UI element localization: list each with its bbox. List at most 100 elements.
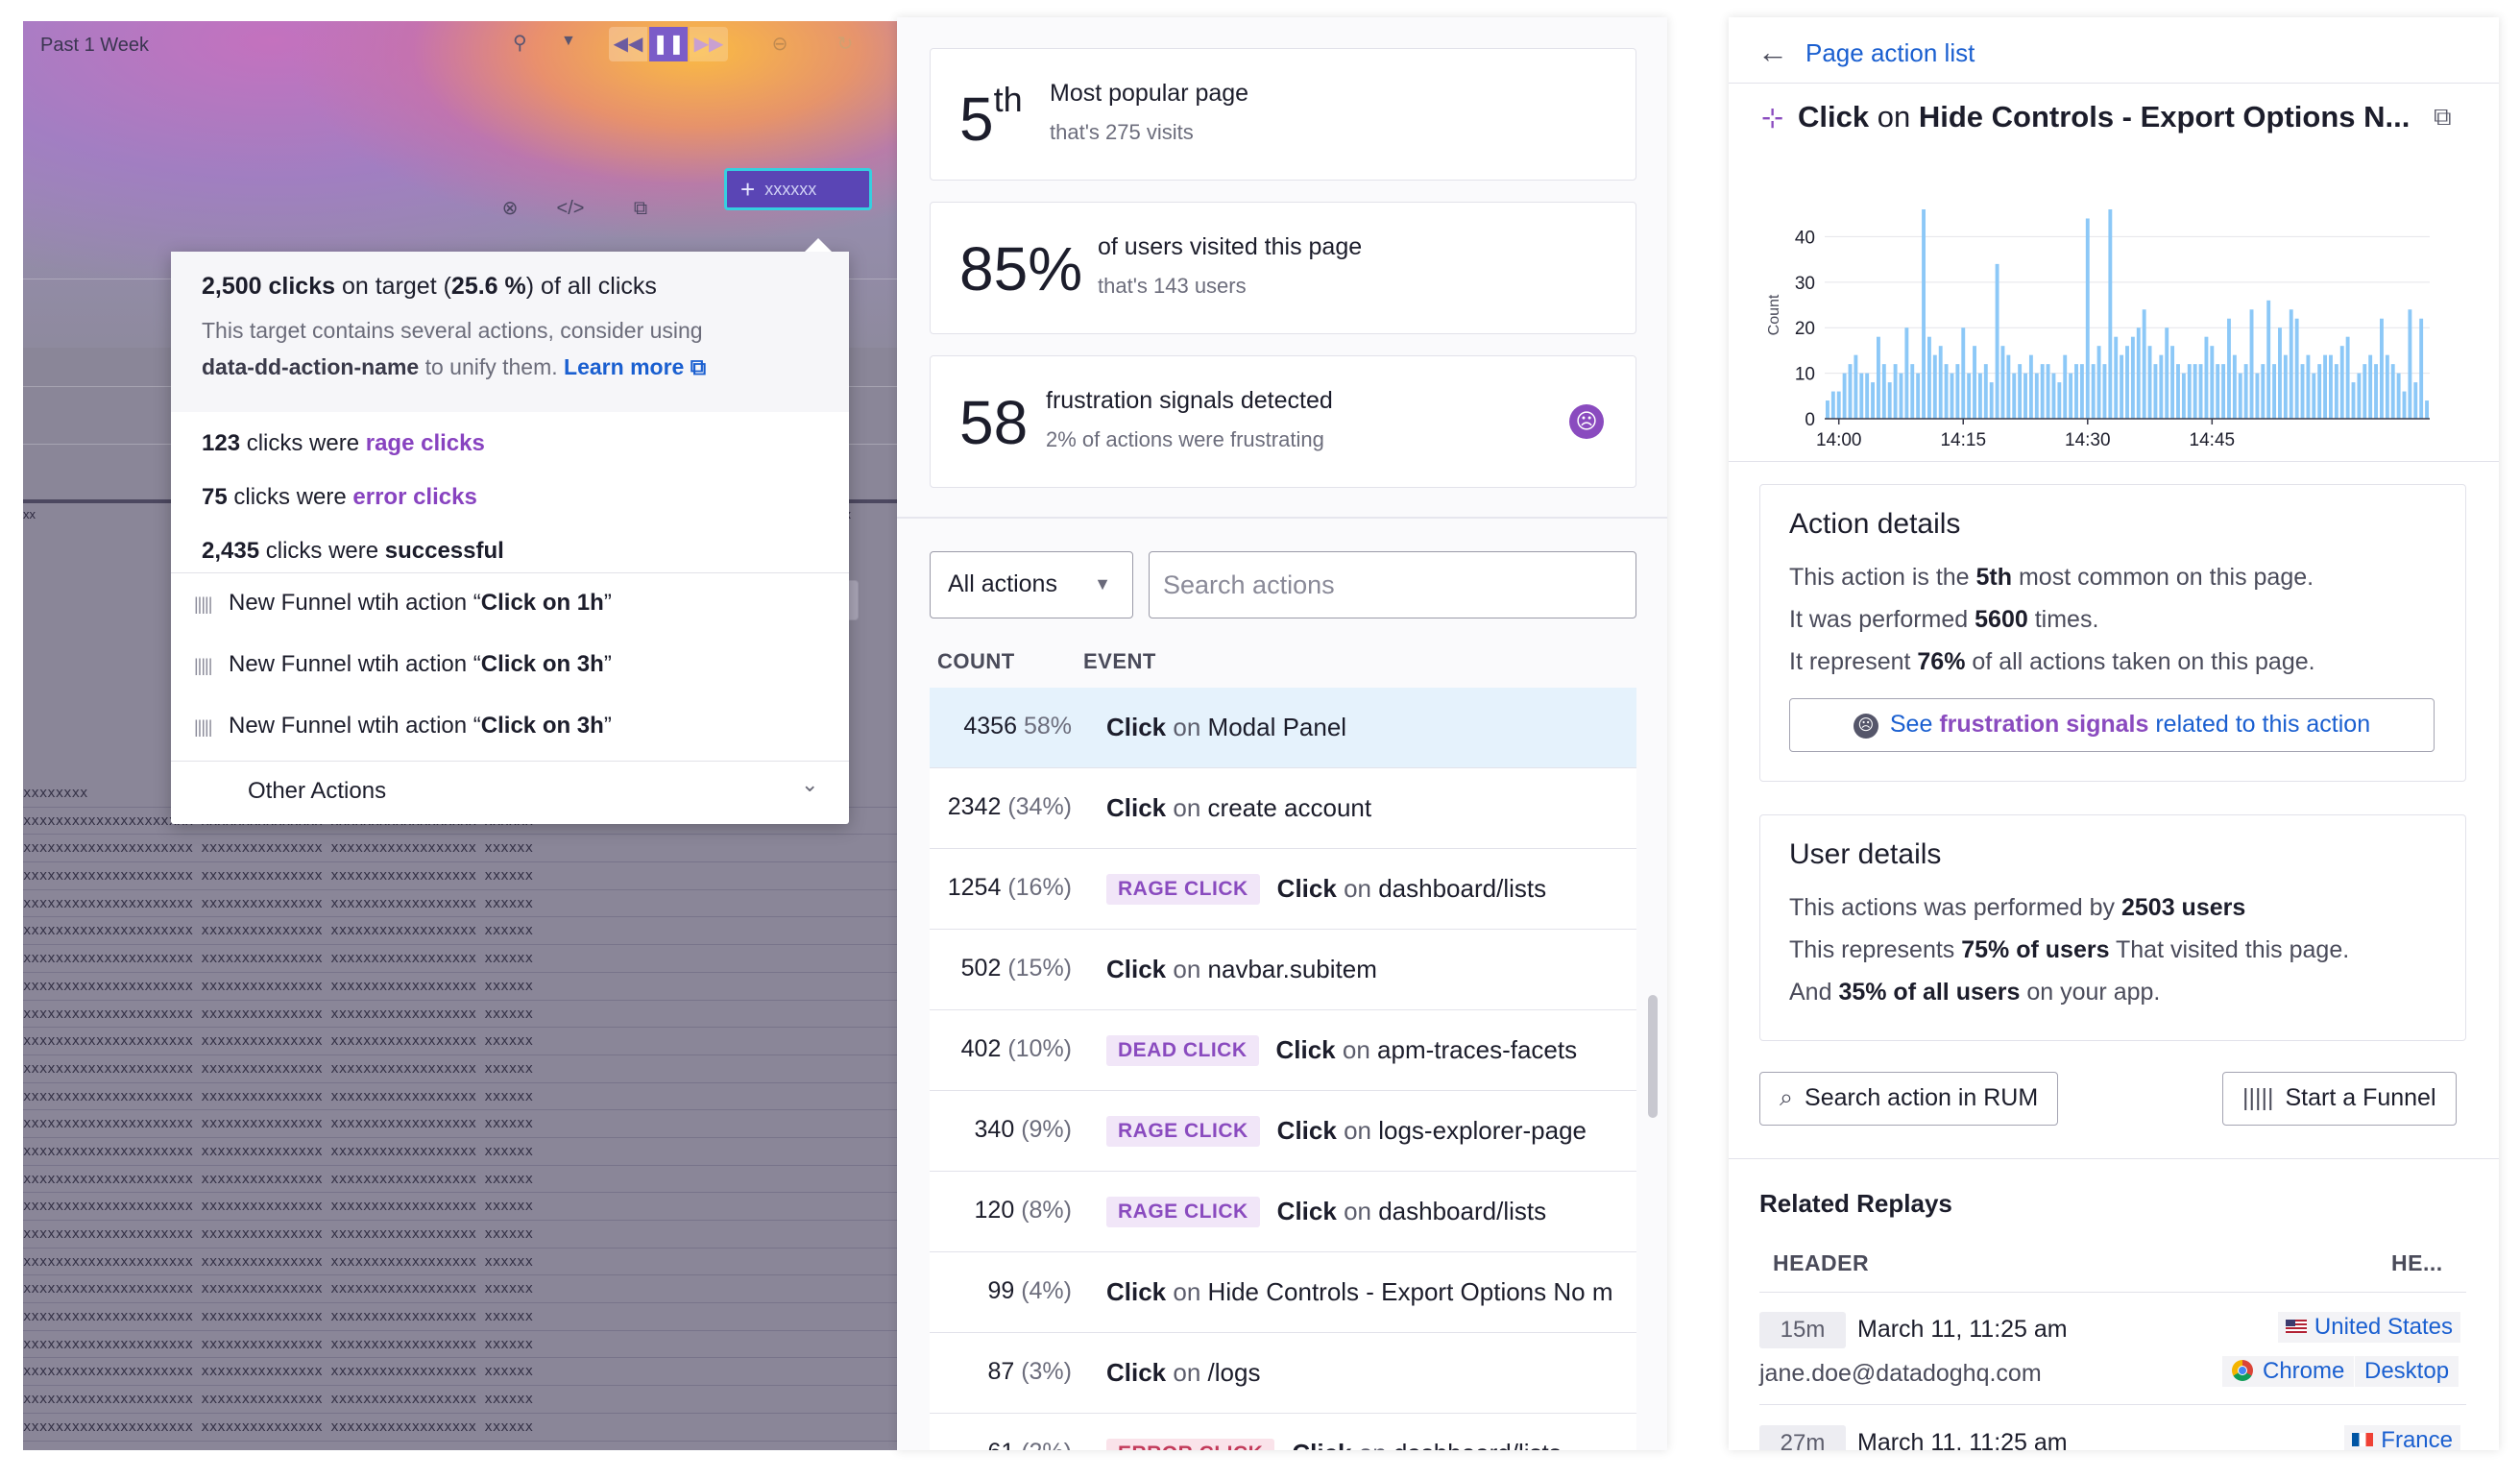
histogram-bar bbox=[2142, 309, 2146, 419]
see-frustration-signals-button[interactable]: ☹ See frustration signals related to this… bbox=[1789, 698, 2435, 752]
background-row-text: xxxxxxxxxxxxxxxxxxxxx xxxxxxxxxxxxxxx xx… bbox=[23, 1364, 534, 1380]
action-on: on bbox=[1173, 793, 1201, 822]
x-tick-label: 14:45 bbox=[2190, 430, 2236, 449]
replay-browser[interactable]: Chrome bbox=[2222, 1356, 2355, 1387]
page-action-list-link[interactable]: Page action list bbox=[1805, 38, 1975, 67]
fast-forward-icon[interactable]: ▶▶ bbox=[690, 27, 728, 61]
frustration-label: frustration signals detected bbox=[1046, 387, 1333, 414]
column-header: HE... bbox=[2391, 1250, 2443, 1275]
histogram-bar bbox=[1848, 364, 1853, 419]
action-row[interactable]: 120 (8%) RAGE CLICK Click on dashboard/lis… bbox=[930, 1172, 1636, 1252]
replay-device[interactable]: Desktop bbox=[2355, 1356, 2459, 1387]
histogram-bar bbox=[1830, 391, 1835, 419]
x-tick-label: 14:00 bbox=[1816, 430, 1862, 449]
histogram-bar bbox=[2278, 327, 2282, 419]
rage-click-badge: RAGE CLICK bbox=[1106, 874, 1260, 905]
funnel-icon: ||||| bbox=[194, 656, 212, 675]
y-tick-label: 0 bbox=[1805, 410, 1815, 430]
action-row[interactable]: 340 (9%) RAGE CLICK Click on logs-explorer… bbox=[930, 1091, 1636, 1172]
y-tick-label: 10 bbox=[1795, 365, 1815, 385]
funnel-icon: ||||| bbox=[2242, 1084, 2274, 1111]
actions-filter-select[interactable]: All actions ▼ bbox=[930, 551, 1133, 618]
copy-icon[interactable]: ⧉ bbox=[2434, 102, 2452, 131]
histogram-bar bbox=[2102, 364, 2107, 419]
background-row-text: xxxxxxxx bbox=[23, 786, 88, 801]
replay-duration: 27m bbox=[1759, 1425, 1846, 1450]
histogram-bar bbox=[2046, 364, 2050, 419]
other-actions-toggle[interactable]: Other Actions bbox=[248, 778, 387, 804]
chevron-down-icon: ▼ bbox=[1094, 574, 1111, 594]
y-tick-label: 30 bbox=[1795, 274, 1815, 294]
action-row[interactable]: 87 (3%) Click on /logs bbox=[930, 1333, 1636, 1414]
error-clicks-link[interactable]: error clicks bbox=[352, 484, 477, 510]
scrollbar[interactable] bbox=[1648, 995, 1658, 1118]
action-percent: (34%) bbox=[1007, 793, 1072, 820]
rage-clicks-link[interactable]: rage clicks bbox=[365, 430, 485, 456]
action-target: create account bbox=[1207, 793, 1372, 822]
chevron-down-icon[interactable]: ⌄ bbox=[801, 772, 819, 796]
divider bbox=[171, 761, 849, 762]
histogram-bar bbox=[2374, 364, 2379, 419]
frustration-sub: 2% of actions were frustrating bbox=[1046, 427, 1324, 451]
search-actions-input[interactable] bbox=[1149, 551, 1636, 618]
background-row-text: xxxxxxxxxxxxxxxxxxxxx xxxxxxxxxxxxxxx xx… bbox=[23, 1309, 534, 1325]
rewind-icon[interactable]: ◀◀ bbox=[609, 27, 647, 61]
replay-country[interactable]: France bbox=[2344, 1425, 2460, 1450]
background-row-text: xxxxxxxxxxxxxxxxxxxxx xxxxxxxxxxxxxxx xx… bbox=[23, 1060, 534, 1077]
histogram-bar bbox=[1922, 209, 1926, 419]
background-row-text: xxxxxxxxxxxxxxxxxxxxx xxxxxxxxxxxxxxx xx… bbox=[23, 895, 534, 911]
y-axis-label: Count bbox=[1766, 294, 1782, 335]
background-row: xxxxxxxxxxxxxxxxxxxxx xxxxxxxxxxxxxxx xx… bbox=[23, 890, 897, 918]
dead-click-badge: DEAD CLICK bbox=[1106, 1035, 1259, 1066]
arrow-left-icon[interactable]: ← bbox=[1757, 35, 1788, 69]
clear-icon[interactable]: ⊗ bbox=[501, 198, 519, 219]
histogram-bar bbox=[2187, 364, 2192, 419]
time-range-selector[interactable]: Past 1 Week bbox=[40, 35, 150, 56]
background-row-text: xxxxxxxxxxxxxxxxxxxxx xxxxxxxxxxxxxxx xx… bbox=[23, 1088, 534, 1104]
action-row[interactable]: 1254 (16%) RAGE CLICK Click on dashboard/l… bbox=[930, 849, 1636, 930]
action-row[interactable]: 502 (15%) Click on navbar.subitem bbox=[930, 930, 1636, 1010]
pause-icon[interactable]: ❚❚ bbox=[649, 27, 688, 61]
background-row-text: xxxxxxxxxxxxxxxxxxxxx xxxxxxxxxxxxxxx xx… bbox=[23, 1253, 534, 1270]
learn-more-link[interactable]: Learn more ⧉ bbox=[564, 354, 707, 379]
action-row[interactable]: 61 (2%) ERROR CLICK Click on dashboard/lis… bbox=[930, 1414, 1636, 1450]
action-row[interactable]: 402 (10%) DEAD CLICK Click on apm-traces-f… bbox=[930, 1010, 1636, 1091]
background-table: xxxxxxxx xxxxxxxxxxxxxxxxxxxxx xxxxxxxxxx… bbox=[23, 780, 897, 1442]
filter-value: All actions bbox=[948, 570, 1057, 597]
new-funnel-item[interactable]: ||||| New Funnel wtih action “Click on 1h… bbox=[194, 590, 612, 616]
action-rank-line: This action is the 5th most common on th… bbox=[1789, 564, 2314, 591]
background-row: xxxxxxxxxxxxxxxxxxxxx xxxxxxxxxxxxxxx xx… bbox=[23, 1138, 897, 1166]
code-icon[interactable]: </> bbox=[556, 198, 585, 219]
user-details-card: User details This actions was performed … bbox=[1759, 814, 2466, 1041]
copy-icon[interactable]: ⧉ bbox=[633, 198, 648, 219]
histogram-bar bbox=[1938, 346, 1943, 419]
start-funnel-button[interactable]: ||||| Start a Funnel bbox=[2222, 1072, 2457, 1126]
replay-country[interactable]: United States bbox=[2277, 1312, 2460, 1343]
action-on: on bbox=[1173, 1277, 1201, 1306]
histogram-bar bbox=[2425, 400, 2429, 419]
action-count: 4356 58% bbox=[963, 713, 1072, 740]
new-funnel-item[interactable]: ||||| New Funnel wtih action “Click on 3h… bbox=[194, 651, 612, 677]
action-row[interactable]: 99 (4%) Click on Hide Controls - Export O… bbox=[930, 1252, 1636, 1333]
action-row[interactable]: 4356 58% Click on Modal Panel bbox=[930, 688, 1636, 768]
popular-sub: that's 275 visits bbox=[1050, 120, 1194, 144]
histogram-bar bbox=[2063, 354, 2068, 419]
background-row-text: xxxxxxxxxxxxxxxxxxxxx xxxxxxxxxxxxxxx xx… bbox=[23, 1199, 534, 1215]
background-row-text: xxxxxxxxxxxxxxxxxxxxx xxxxxxxxxxxxxxx xx… bbox=[23, 1418, 534, 1435]
histogram-bar bbox=[2130, 336, 2135, 419]
new-funnel-item[interactable]: ||||| New Funnel wtih action “Click on 3h… bbox=[194, 713, 612, 739]
add-action-button[interactable]: + xxxxxx bbox=[724, 168, 872, 210]
background-row: xxxxxxxxxxxxxxxxxxxxx xxxxxxxxxxxxxxx xx… bbox=[23, 1083, 897, 1111]
pin-icon[interactable]: ⚲ bbox=[513, 33, 527, 54]
add-action-label: xxxxxx bbox=[764, 180, 817, 199]
refresh-icon[interactable]: ↻ bbox=[836, 34, 854, 55]
action-row[interactable]: 2342 (34%) Click on create account bbox=[930, 768, 1636, 849]
chevron-down-icon[interactable]: ▼ bbox=[561, 33, 576, 49]
zoom-out-icon[interactable]: ⊖ bbox=[771, 34, 788, 55]
histogram-bar bbox=[1916, 373, 1921, 419]
histogram-bar bbox=[2085, 218, 2090, 419]
search-action-in-rum-button[interactable]: ⌕ Search action in RUM bbox=[1759, 1072, 2059, 1126]
histogram-bar bbox=[1977, 373, 1982, 419]
action-times-line: It was performed 5600 times. bbox=[1789, 606, 2099, 633]
background-row: xxxxxxxxxxxxxxxxxxxxx xxxxxxxxxxxxxxx xx… bbox=[23, 1386, 897, 1414]
